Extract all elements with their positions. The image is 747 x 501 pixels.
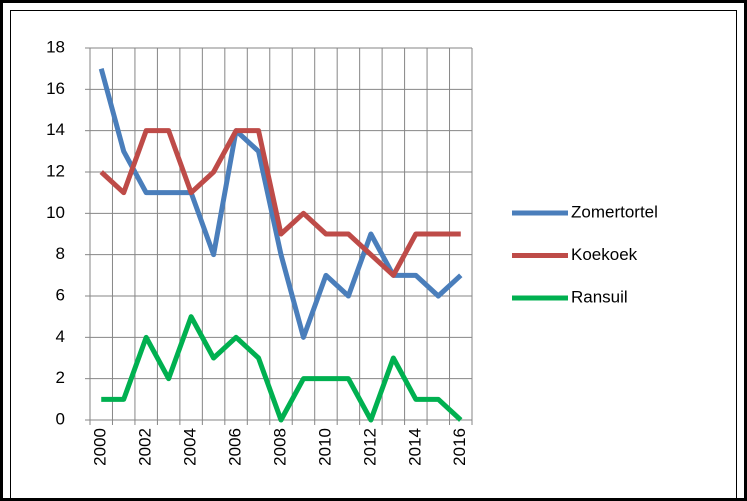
chart-frame bbox=[10, 10, 737, 501]
y-tick-label: 10 bbox=[46, 203, 65, 222]
legend-label: Ransuil bbox=[571, 287, 628, 306]
y-tick-label: 16 bbox=[46, 79, 65, 98]
x-tick-label: 2014 bbox=[405, 428, 424, 466]
x-tick-label: 2012 bbox=[360, 428, 379, 466]
y-tick-label: 0 bbox=[56, 409, 65, 428]
x-tick-label: 2002 bbox=[136, 428, 155, 466]
y-tick-label: 6 bbox=[56, 285, 65, 304]
y-tick-label: 4 bbox=[56, 327, 65, 346]
legend-label: Zomertortel bbox=[571, 202, 658, 221]
y-tick-label: 14 bbox=[46, 120, 65, 139]
x-tick-label: 2010 bbox=[315, 428, 334, 466]
x-tick-label: 2000 bbox=[91, 428, 110, 466]
legend-label: Koekoek bbox=[571, 245, 638, 264]
x-tick-label: 2004 bbox=[181, 428, 200, 466]
y-tick-label: 8 bbox=[56, 244, 65, 263]
series-line bbox=[99, 128, 461, 278]
x-tick-label: 2008 bbox=[270, 428, 289, 466]
series-line bbox=[98, 68, 463, 340]
series-line bbox=[101, 314, 463, 423]
y-tick-label: 18 bbox=[46, 37, 65, 56]
x-tick-label: 2006 bbox=[226, 428, 245, 466]
x-tick-label: 2016 bbox=[450, 428, 469, 466]
y-tick-label: 2 bbox=[56, 368, 65, 387]
y-tick-label: 12 bbox=[46, 161, 65, 180]
